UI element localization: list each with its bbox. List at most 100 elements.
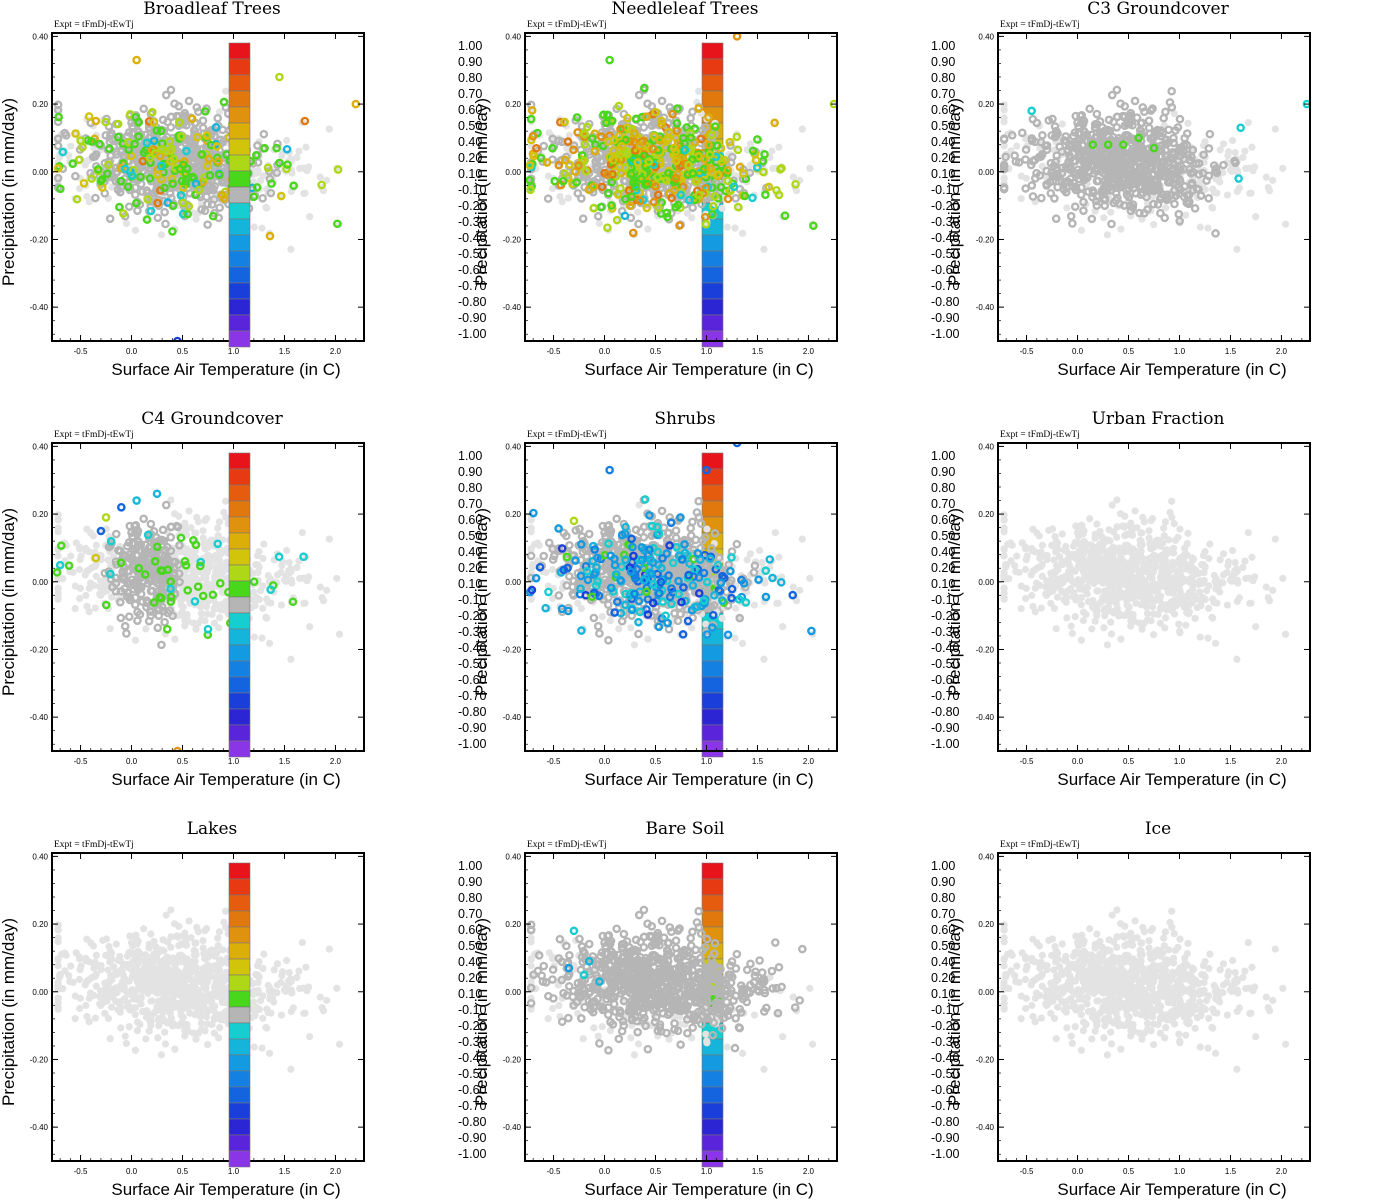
data-point [317,180,326,190]
data-point [333,574,341,582]
data-point [558,176,568,186]
data-point [731,224,739,232]
data-point [272,143,281,153]
data-point [211,572,220,580]
data-point [276,191,286,201]
colorbar-label: 0.80 [458,481,482,495]
data-point [124,612,134,621]
colorbar-label: -0.10 [931,183,960,197]
x-tick-label: 1.5 [279,757,291,766]
data-point [777,163,786,173]
data-point [100,588,108,596]
data-point [1149,199,1158,209]
data-point [1126,111,1136,121]
colorbar-swatch [228,266,251,284]
data-point [1190,204,1200,213]
data-point [789,583,797,591]
data-point [1252,213,1260,221]
data-point [250,588,258,596]
colorbar-label: -0.50 [931,247,960,261]
data-point [621,135,630,145]
colorbar-label: 0.40 [458,135,482,149]
data-point [756,546,764,555]
colorbar-swatch [228,170,251,188]
colorbar-label: -0.10 [458,183,487,197]
colorbar-swatch [701,692,724,710]
data-point [130,190,140,199]
data-point [1302,99,1310,109]
data-point [215,624,223,632]
data-point [532,143,541,153]
data-point [1231,158,1240,168]
data-point [999,184,1009,194]
data-point [285,558,293,567]
colorbar-label: 0.10 [931,167,955,181]
data-point [1001,152,1010,162]
data-point [153,198,163,208]
data-point [192,132,202,142]
data-point [213,113,222,123]
data-point [664,168,673,178]
data-point [168,179,177,189]
data-point [144,117,154,126]
colorbar-label: -0.20 [458,199,487,213]
data-point [194,107,203,117]
data-point [620,211,630,221]
data-point [1082,148,1091,157]
data-point [616,184,625,193]
data-point [640,83,649,93]
y-tick-label: 0.20 [32,100,48,109]
x-tick-label: 0.5 [177,757,189,766]
data-point [1229,136,1237,145]
data-point [263,614,271,622]
data-point [1072,144,1082,154]
plot-frame [997,32,1311,342]
data-point [167,522,176,532]
colorbar-label: -0.80 [458,295,487,309]
data-point [633,158,643,167]
data-point [130,139,139,149]
data-point [115,202,124,212]
data-point [1028,192,1038,201]
x-tick-label: 0.5 [177,347,189,356]
data-point [1088,186,1098,195]
y-tick-label: -0.40 [30,713,49,722]
data-point [103,169,112,178]
data-point [144,616,154,626]
data-point [253,169,261,177]
data-point [277,601,286,609]
data-point [688,214,696,222]
data-point [333,165,343,174]
data-point [738,639,747,647]
scatter-points [999,85,1310,253]
data-point [563,137,573,146]
x-tick-label: 1.0 [228,757,240,766]
data-point [194,185,204,195]
data-point [197,609,206,618]
data-point [53,141,63,151]
data-point [1196,223,1204,231]
data-point [323,586,331,594]
data-point [760,245,768,253]
data-point [161,500,171,510]
data-point [54,552,62,560]
x-tick-label: 1.0 [228,347,240,356]
data-point [116,613,126,623]
data-point [704,140,713,150]
data-point [1104,181,1114,190]
data-point [138,187,147,196]
data-point [554,160,564,170]
colorbar-swatch [701,90,724,108]
data-point [1153,185,1162,195]
data-point [108,183,116,191]
data-point [1205,129,1215,139]
colorbar-label: -1.00 [458,737,487,751]
colorbar-swatch [228,298,251,316]
data-point [775,143,783,151]
data-point [626,169,636,179]
data-point [651,182,660,191]
data-point [117,503,126,512]
data-point [139,104,148,114]
data-point [175,164,185,174]
